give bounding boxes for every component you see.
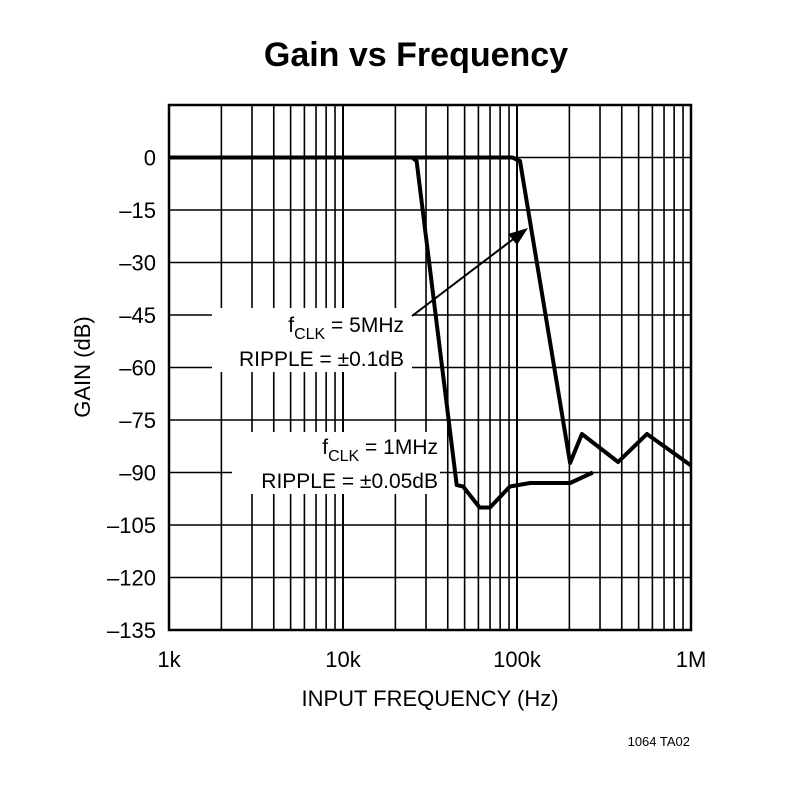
annotation-arrowhead: [508, 228, 528, 245]
annotation-bg: [232, 432, 440, 494]
y-tick-label: –75: [119, 408, 156, 433]
chart-title: Gain vs Frequency: [264, 36, 568, 74]
y-tick-label: –105: [107, 513, 156, 538]
y-axis-label: GAIN (dB): [70, 316, 95, 417]
footnote: 1064 TA02: [628, 734, 690, 749]
y-tick-label: –45: [119, 303, 156, 328]
annotation-5mhz-fclk: fCLK = 5MHz: [288, 314, 404, 343]
ticks-group: 1k 10k 100k 1M 0 –15 –30 –45 –60 –75 –90 –105 –120 –1…: [107, 146, 706, 673]
plot-frame: [167, 103, 693, 632]
annotation-1mhz-ripple: RIPPLE = ±0.05dB: [261, 470, 438, 493]
x-tick-label: 1k: [157, 647, 181, 672]
y-tick-label: –120: [107, 566, 156, 591]
y-tick-label: –30: [119, 251, 156, 276]
annotation-1mhz-fclk: fCLK = 1MHz: [322, 436, 438, 465]
series-group: [169, 155, 693, 510]
series-line-5mhz: [169, 155, 693, 468]
y-tick-label: –135: [107, 618, 156, 643]
x-axis-label: INPUT FREQUENCY (Hz): [301, 686, 558, 711]
y-tick-label: –90: [119, 461, 156, 486]
y-tick-label: –15: [119, 198, 156, 223]
y-tick-label: 0: [144, 146, 156, 171]
annotation-5mhz-ripple: RIPPLE = ±0.1dB: [239, 348, 404, 371]
grid: [167, 103, 693, 632]
annotation-arrow-line: [411, 236, 517, 317]
y-tick-label: –60: [119, 356, 156, 381]
series-line-1mhz: [169, 155, 594, 510]
annotation-bg: [212, 308, 412, 372]
x-tick-label: 10k: [325, 647, 361, 672]
x-tick-label: 1M: [676, 647, 707, 672]
x-tick-label: 100k: [493, 647, 542, 672]
